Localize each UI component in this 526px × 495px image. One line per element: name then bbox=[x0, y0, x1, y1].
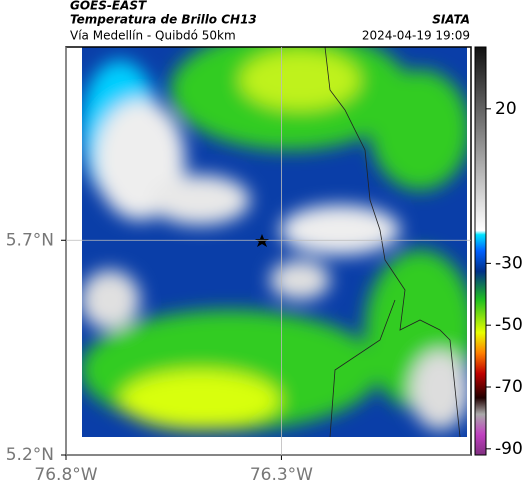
title: GOES-EAST bbox=[70, 0, 147, 13]
subtitle: Temperatura de Brillo CH13 bbox=[70, 13, 257, 27]
colorbar-tick-label: -50 bbox=[495, 315, 523, 335]
y-tick-label: 5.2°N bbox=[6, 445, 54, 465]
colorbar bbox=[474, 46, 487, 456]
timestamp: 2024-04-19 19:09 bbox=[362, 29, 470, 43]
colorbar-tick-label: -30 bbox=[495, 253, 523, 273]
y-tick-label: 5.7°N bbox=[6, 230, 54, 250]
colorbar-tick-label: -70 bbox=[495, 377, 523, 397]
colorbar-tick-label: 20 bbox=[495, 99, 517, 119]
x-tick-label: 76.8°W bbox=[34, 465, 97, 485]
satellite-image bbox=[82, 47, 467, 437]
source: SIATA bbox=[432, 13, 470, 27]
x-tick-label: 76.3°W bbox=[250, 465, 313, 485]
route: Vía Medellín - Quibdó 50km bbox=[70, 29, 236, 43]
colorbar-tick-label: -90 bbox=[495, 439, 523, 459]
